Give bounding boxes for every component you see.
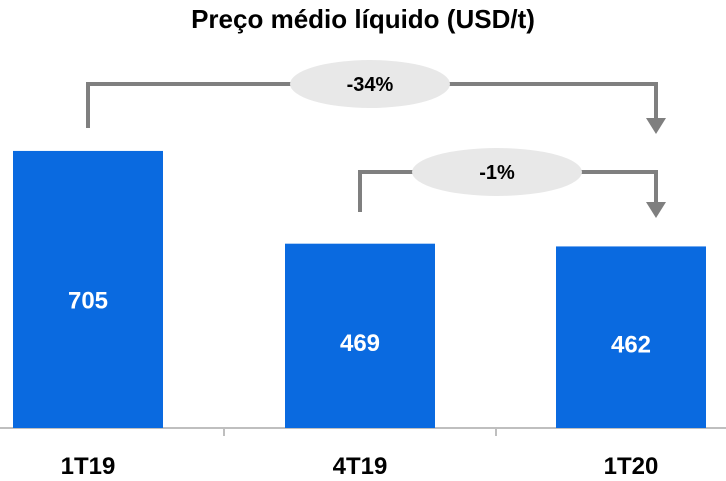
bar-value-label-4T19: 469 xyxy=(340,330,380,357)
comparison-bubble-1 xyxy=(290,60,450,108)
bar-4T19 xyxy=(285,243,435,428)
x-tick-label-1T20: 1T20 xyxy=(604,453,659,480)
bar-1T19 xyxy=(13,150,163,428)
bar-value-label-1T20: 462 xyxy=(611,331,651,358)
bar-1T20 xyxy=(556,246,706,428)
chart-title: Preço médio líquido (USD/t) xyxy=(191,4,535,34)
comparison-bubble-2 xyxy=(412,148,582,196)
comparison-label-2: -1% xyxy=(479,162,515,184)
comparison-label-1: -34% xyxy=(347,74,394,96)
bar-value-label-1T19: 705 xyxy=(68,288,108,315)
comparison-arrowhead-1 xyxy=(646,118,666,134)
x-tick-label-4T19: 4T19 xyxy=(333,453,388,480)
x-tick-label-1T19: 1T19 xyxy=(61,453,116,480)
comparison-arrowhead-2 xyxy=(646,202,666,218)
